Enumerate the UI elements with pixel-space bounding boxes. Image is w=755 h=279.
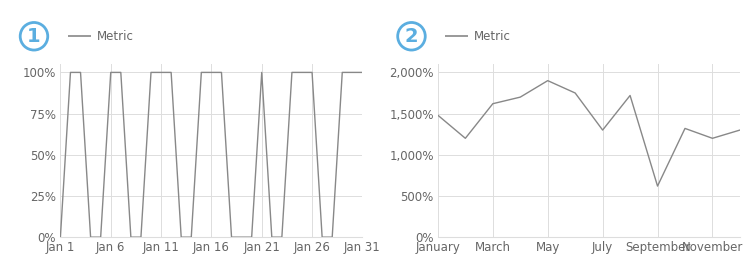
Text: 1: 1 — [27, 27, 41, 46]
Text: Metric: Metric — [474, 30, 511, 43]
Text: 2: 2 — [405, 27, 418, 46]
Text: Metric: Metric — [97, 30, 134, 43]
